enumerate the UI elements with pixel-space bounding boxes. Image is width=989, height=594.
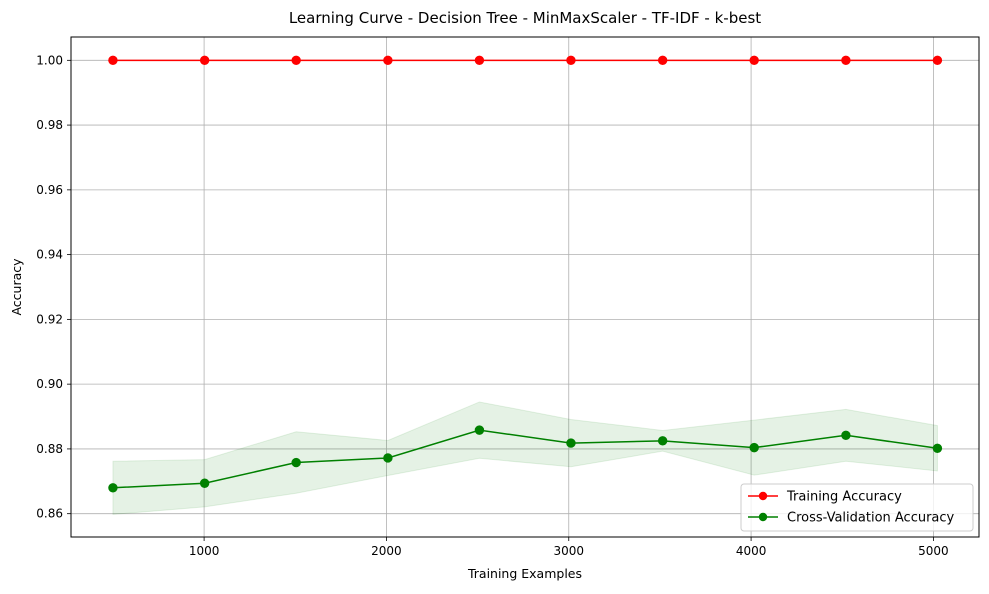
data-series xyxy=(108,55,943,493)
chart-title: Learning Curve - Decision Tree - MinMaxS… xyxy=(289,9,761,27)
cross-validation-point xyxy=(657,436,668,446)
x-axis-label: Training Examples xyxy=(467,566,582,581)
training-point xyxy=(932,55,943,66)
x-axis-ticks: 1000 2000 3000 4000 5000 xyxy=(189,537,949,558)
x-tick-label: 4000 xyxy=(736,544,767,558)
y-tick-label: 0.92 xyxy=(36,312,63,326)
training-point xyxy=(291,55,301,66)
x-tick-label: 5000 xyxy=(918,544,949,558)
legend-cross-validation-label: Cross-Validation Accuracy xyxy=(787,511,955,526)
y-tick-label: 0.94 xyxy=(36,248,63,262)
plot-area-frame xyxy=(70,36,980,538)
cross-validation-point xyxy=(199,478,210,488)
y-tick-label: 0.88 xyxy=(36,442,63,456)
x-tick-label: 1000 xyxy=(189,544,220,558)
training-point xyxy=(383,55,393,66)
x-tick-label: 2000 xyxy=(371,544,402,558)
training-point xyxy=(841,55,851,66)
y-tick-label: 0.90 xyxy=(36,377,63,391)
legend-cross-validation-marker xyxy=(758,512,768,522)
cross-validation-point xyxy=(474,425,485,435)
cross-validation-point xyxy=(932,443,943,453)
y-tick-label: 0.98 xyxy=(36,118,63,132)
cross-validation-point xyxy=(108,483,118,493)
y-axis-ticks: 0.86 0.88 0.90 0.92 0.94 0.96 0.98 1.00 xyxy=(36,53,71,521)
cross-validation-point xyxy=(749,442,759,453)
legend-box xyxy=(740,483,974,532)
cross-validation-point xyxy=(841,430,851,441)
x-tick-label: 3000 xyxy=(553,544,584,558)
training-point xyxy=(108,55,118,66)
y-tick-label: 1.00 xyxy=(36,53,63,67)
legend-training-label: Training Accuracy xyxy=(786,490,902,505)
training-point xyxy=(566,55,576,66)
training-point xyxy=(657,55,668,66)
cross-validation-band xyxy=(112,401,938,515)
legend-training-marker xyxy=(758,491,768,501)
legend: Training Accuracy Cross-Validation Accura… xyxy=(740,483,974,532)
cross-validation-line xyxy=(112,429,938,489)
training-point xyxy=(749,55,759,66)
training-point xyxy=(199,55,210,66)
y-tick-label: 0.86 xyxy=(36,507,63,521)
confidence-bands xyxy=(112,401,938,515)
cross-validation-point xyxy=(291,457,301,468)
training-point xyxy=(474,55,485,66)
cross-validation-point xyxy=(566,438,576,448)
y-axis-label: Accuracy xyxy=(9,258,24,316)
cross-validation-point xyxy=(383,453,393,463)
y-tick-label: 0.96 xyxy=(36,183,63,197)
